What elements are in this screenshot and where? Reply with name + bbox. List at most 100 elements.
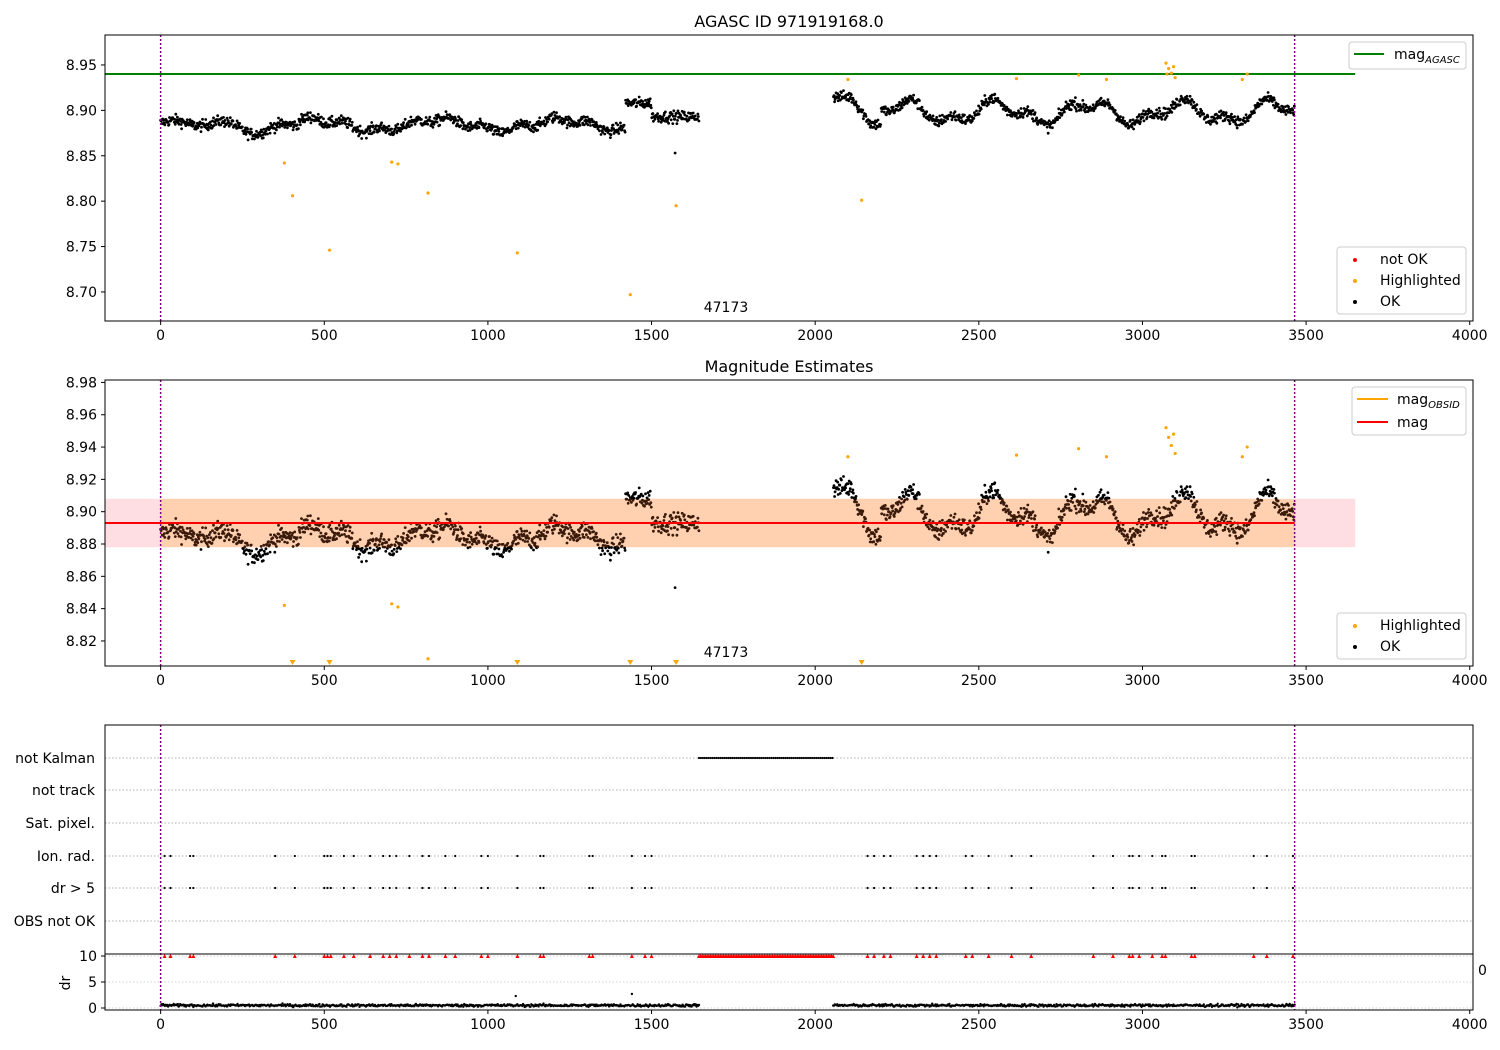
ok-point xyxy=(1060,519,1064,522)
ok-point xyxy=(370,551,374,555)
ok-point xyxy=(199,548,203,551)
ok-point xyxy=(1132,543,1135,547)
ok-point xyxy=(1113,510,1117,514)
ok-point xyxy=(916,107,920,111)
ok-point xyxy=(392,130,396,133)
ok-point xyxy=(243,545,247,549)
ok-point xyxy=(328,523,332,527)
ok-point xyxy=(546,530,549,534)
ok-point xyxy=(245,548,248,552)
ok-point xyxy=(519,124,522,127)
ok-point xyxy=(1006,518,1009,522)
ok-point xyxy=(582,536,586,539)
ok-point xyxy=(679,113,682,117)
ok-point xyxy=(1230,112,1233,116)
ok-point xyxy=(177,534,181,538)
ok-point xyxy=(358,552,361,556)
not-kalman-marker xyxy=(721,756,724,760)
ok-point xyxy=(264,129,268,133)
ok-point xyxy=(367,132,371,136)
ok-point xyxy=(488,535,491,538)
ok-point xyxy=(969,531,973,535)
ok-point xyxy=(666,529,669,533)
ok-point xyxy=(563,121,566,125)
ok-point xyxy=(320,115,323,119)
ion-rad-marker xyxy=(971,854,974,858)
ok-point xyxy=(1287,504,1290,507)
ion-rad-marker xyxy=(486,854,490,858)
ok-point xyxy=(223,539,226,543)
ok-point xyxy=(392,547,396,551)
ok-point xyxy=(326,123,330,127)
ok-point xyxy=(317,528,321,532)
ok-point xyxy=(169,529,173,532)
ok-point xyxy=(1214,112,1218,116)
ok-point xyxy=(906,97,910,100)
ok-point xyxy=(501,555,504,559)
ok-point xyxy=(356,544,360,548)
ok-point xyxy=(231,119,235,123)
ok-point xyxy=(1114,112,1118,116)
ok-point xyxy=(616,129,620,133)
dr-over-5-marker xyxy=(1138,886,1141,890)
ok-point xyxy=(1111,107,1115,111)
ok-point xyxy=(836,480,840,484)
y-tick-label: 8.75 xyxy=(66,240,97,256)
ok-point xyxy=(653,117,657,121)
ok-point xyxy=(673,586,677,590)
ok-point xyxy=(1276,499,1280,503)
ok-point xyxy=(1004,109,1008,112)
ok-point xyxy=(246,562,250,566)
ion-rad-marker xyxy=(1131,854,1134,858)
ok-point xyxy=(643,504,646,508)
x-tick-label: 500 xyxy=(311,328,338,344)
ok-point xyxy=(418,524,422,528)
ok-point xyxy=(1235,536,1239,540)
ok-point xyxy=(530,546,533,550)
ok-point xyxy=(608,546,611,549)
dr-capped-marker xyxy=(643,954,647,958)
ok-point xyxy=(559,530,563,534)
ok-point xyxy=(1034,528,1037,532)
ok-point xyxy=(1025,114,1029,118)
ok-point xyxy=(268,543,271,547)
ok-point xyxy=(526,540,530,543)
ok-point xyxy=(1272,96,1276,100)
dr-over-5-marker xyxy=(1190,886,1193,890)
ok-point xyxy=(625,102,629,105)
ok-point xyxy=(199,130,203,134)
ok-point xyxy=(924,516,928,519)
ok-point xyxy=(873,532,876,536)
ok-point xyxy=(1195,103,1199,106)
ok-point xyxy=(214,535,218,539)
ok-point xyxy=(1223,525,1227,529)
ok-point xyxy=(290,534,294,537)
highlighted-point xyxy=(1171,432,1176,436)
ok-point xyxy=(176,532,180,535)
ok-point xyxy=(937,124,941,128)
ok-point xyxy=(1188,485,1192,489)
y-tick-label: 8.84 xyxy=(66,602,97,618)
ok-point xyxy=(360,546,364,550)
ok-point xyxy=(256,135,260,139)
dr-over-5-marker xyxy=(1265,886,1268,890)
ok-point xyxy=(410,536,413,540)
dr-capped-marker xyxy=(590,954,595,958)
ok-point xyxy=(1046,550,1050,554)
ok-point xyxy=(857,503,860,507)
ok-point xyxy=(864,114,868,118)
ok-point xyxy=(1147,508,1151,511)
ok-point xyxy=(469,531,472,535)
ok-point xyxy=(330,114,334,118)
ok-point xyxy=(851,488,855,492)
ok-point xyxy=(204,118,208,121)
not-kalman-marker xyxy=(786,756,789,760)
not-kalman-marker xyxy=(790,756,793,760)
ok-point xyxy=(672,511,676,514)
not-kalman-marker xyxy=(741,756,744,760)
ok-point xyxy=(1252,511,1256,514)
ok-point xyxy=(212,537,216,540)
ok-point xyxy=(545,117,548,121)
ok-point xyxy=(510,547,513,551)
agasc-panel-frame xyxy=(104,34,1474,322)
